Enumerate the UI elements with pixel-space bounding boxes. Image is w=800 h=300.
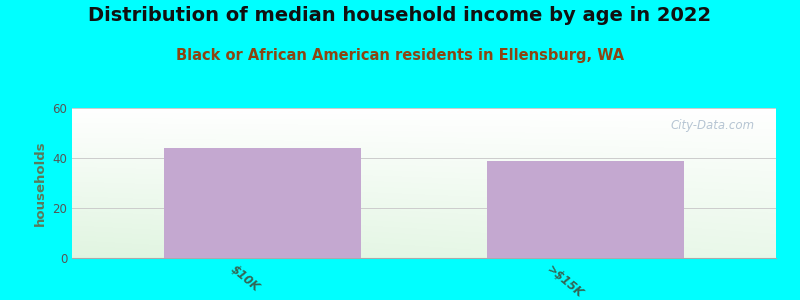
Text: Black or African American residents in Ellensburg, WA: Black or African American residents in E… — [176, 48, 624, 63]
Text: Distribution of median household income by age in 2022: Distribution of median household income … — [89, 6, 711, 25]
Text: City-Data.com: City-Data.com — [670, 118, 755, 131]
Bar — [163, 148, 361, 258]
Bar — [487, 160, 685, 258]
Y-axis label: households: households — [34, 140, 46, 226]
